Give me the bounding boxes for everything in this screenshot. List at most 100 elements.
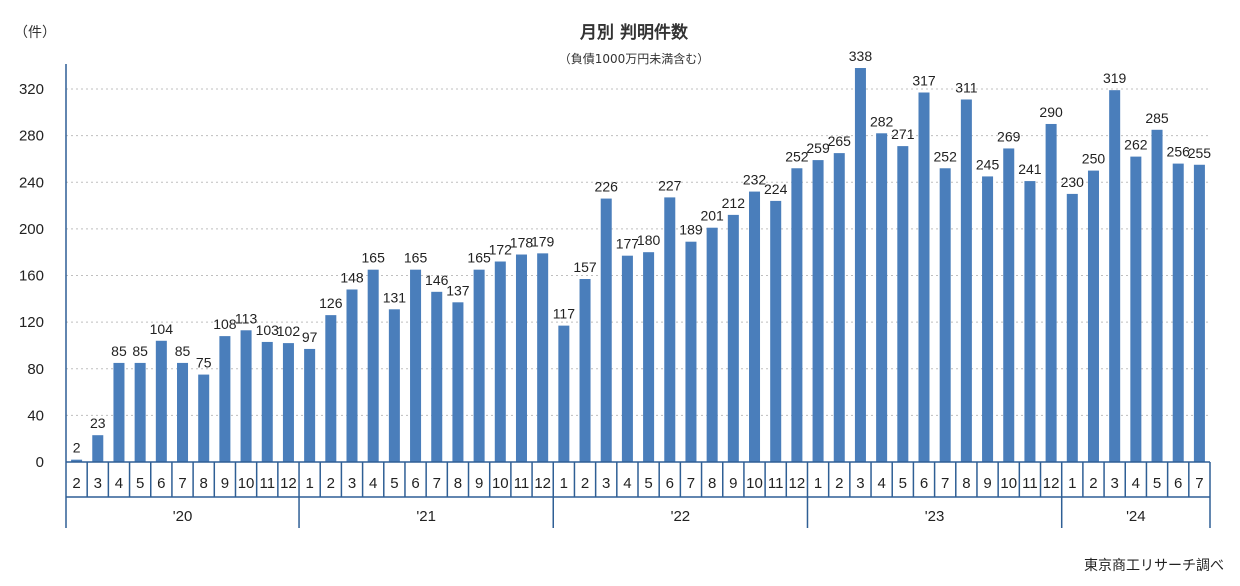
x-tick-label: 9 (475, 475, 483, 492)
year-group-label: '21 (416, 508, 436, 525)
x-tick-label: 11 (1022, 475, 1038, 492)
x-tick-label: 7 (178, 475, 186, 492)
bar (452, 302, 464, 462)
data-label: 269 (997, 128, 1021, 144)
data-label: 311 (955, 79, 978, 95)
x-tick-label: 11 (768, 475, 784, 492)
x-tick-label: 1 (814, 475, 822, 492)
bar (854, 68, 866, 463)
data-label: 148 (340, 269, 364, 285)
x-tick-label: 1 (305, 475, 313, 492)
x-tick-label: 3 (602, 475, 610, 492)
bar (304, 348, 316, 462)
data-label: 104 (150, 321, 174, 337)
data-label: 157 (573, 259, 597, 275)
x-tick-label: 5 (644, 475, 652, 492)
data-label: 319 (1103, 70, 1127, 86)
bar (261, 341, 273, 462)
data-label: 317 (912, 72, 936, 88)
x-tick-label: 4 (115, 475, 123, 492)
y-tick-label: 0 (36, 454, 44, 471)
x-tick-label: 2 (835, 475, 843, 492)
x-tick-label: 8 (708, 475, 716, 492)
bar (960, 99, 972, 462)
x-tick-label: 5 (136, 475, 144, 492)
x-tick-label: 4 (877, 475, 885, 492)
data-label: 189 (679, 222, 703, 238)
data-label: 103 (256, 322, 280, 338)
data-label: 108 (213, 316, 237, 332)
data-label: 338 (849, 48, 873, 64)
bar (833, 153, 845, 462)
x-tick-label: 12 (534, 475, 551, 492)
source-note: 東京商工リサーチ調べ (1084, 558, 1224, 574)
x-tick-label: 1 (560, 475, 568, 492)
x-tick-label: 2 (72, 475, 80, 492)
bar (515, 254, 527, 462)
bar (282, 343, 294, 462)
bar (431, 291, 443, 462)
bar (749, 191, 761, 462)
y-tick-label: 200 (19, 221, 44, 238)
x-tick-label: 9 (983, 475, 991, 492)
x-tick-label: 3 (856, 475, 864, 492)
data-label: 75 (196, 355, 212, 371)
x-tick-label: 9 (221, 475, 229, 492)
bar (791, 168, 803, 462)
bar (600, 198, 612, 462)
x-tick-label: 8 (200, 475, 208, 492)
y-tick-label: 240 (19, 174, 44, 191)
x-tick-label: 12 (1043, 475, 1060, 492)
x-tick-label: 3 (1110, 475, 1118, 492)
data-label: 2 (73, 440, 81, 456)
x-tick-label: 6 (1174, 475, 1182, 492)
x-tick-label: 10 (746, 475, 763, 492)
bar (1130, 156, 1142, 462)
x-tick-label: 12 (789, 475, 806, 492)
data-label: 256 (1167, 144, 1191, 160)
year-group-label: '22 (671, 508, 691, 525)
data-label: 172 (489, 242, 513, 258)
x-tick-label: 8 (454, 475, 462, 492)
x-tick-label: 4 (623, 475, 631, 492)
x-tick-label: 6 (157, 475, 165, 492)
bar (346, 289, 358, 462)
data-label: 252 (934, 148, 958, 164)
x-tick-label: 6 (920, 475, 928, 492)
data-label: 179 (531, 233, 555, 249)
data-label: 165 (467, 250, 491, 266)
bar (219, 336, 231, 462)
bar (494, 261, 506, 462)
data-label: 178 (510, 235, 534, 251)
bar (982, 176, 994, 462)
data-label: 85 (111, 343, 127, 359)
bar (1193, 164, 1205, 462)
bar (1087, 170, 1099, 462)
bar (664, 197, 676, 462)
bar (558, 325, 570, 462)
grid-lines (66, 88, 1210, 416)
x-tick-label: 10 (492, 475, 509, 492)
bar (918, 92, 930, 462)
bar (198, 374, 210, 462)
data-label: 165 (404, 250, 428, 266)
x-tick-label: 6 (666, 475, 674, 492)
bar (812, 160, 824, 462)
year-group-label: '20 (173, 508, 193, 525)
data-label: 250 (1082, 151, 1106, 167)
data-label: 227 (658, 177, 682, 193)
x-tick-label: 7 (433, 475, 441, 492)
x-tick-label: 2 (1089, 475, 1097, 492)
bar (410, 269, 422, 462)
data-label: 85 (175, 343, 191, 359)
data-label: 102 (277, 323, 301, 339)
bars (71, 68, 1205, 463)
data-label: 117 (553, 306, 576, 322)
bar (113, 362, 125, 462)
data-label: 23 (90, 415, 106, 431)
bar (325, 315, 337, 462)
x-tick-label: 10 (238, 475, 255, 492)
data-label: 252 (785, 148, 809, 164)
bar (579, 278, 591, 462)
